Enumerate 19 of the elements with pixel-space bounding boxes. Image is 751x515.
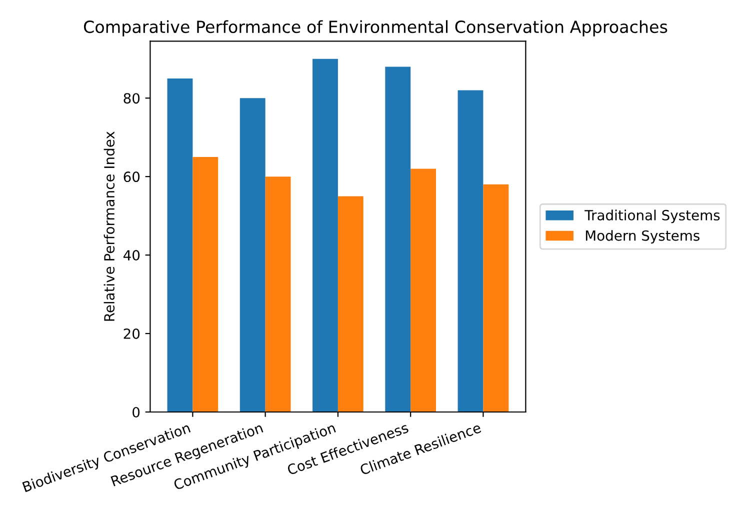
y-tick-label: 20 bbox=[124, 328, 140, 339]
chart-title: Comparative Performance of Environmental Conservation Approaches bbox=[84, 20, 668, 36]
bar bbox=[410, 168, 436, 412]
y-tick-label: 60 bbox=[124, 172, 140, 182]
y-tick-label: 80 bbox=[124, 93, 140, 104]
bar bbox=[167, 78, 193, 412]
bar bbox=[483, 184, 509, 412]
bar bbox=[312, 58, 338, 412]
y-axis-title: Relative Performance Index bbox=[104, 132, 115, 321]
bar bbox=[192, 156, 218, 412]
y-tick-label: 40 bbox=[123, 250, 140, 261]
legend-label: Modern Systems bbox=[586, 230, 700, 244]
bar bbox=[385, 66, 411, 412]
y-tick-label: 0 bbox=[132, 406, 140, 418]
bar bbox=[338, 196, 364, 412]
bar bbox=[240, 98, 266, 412]
bar bbox=[458, 90, 484, 412]
legend-label: Traditional Systems bbox=[584, 210, 720, 224]
bar bbox=[265, 176, 291, 412]
